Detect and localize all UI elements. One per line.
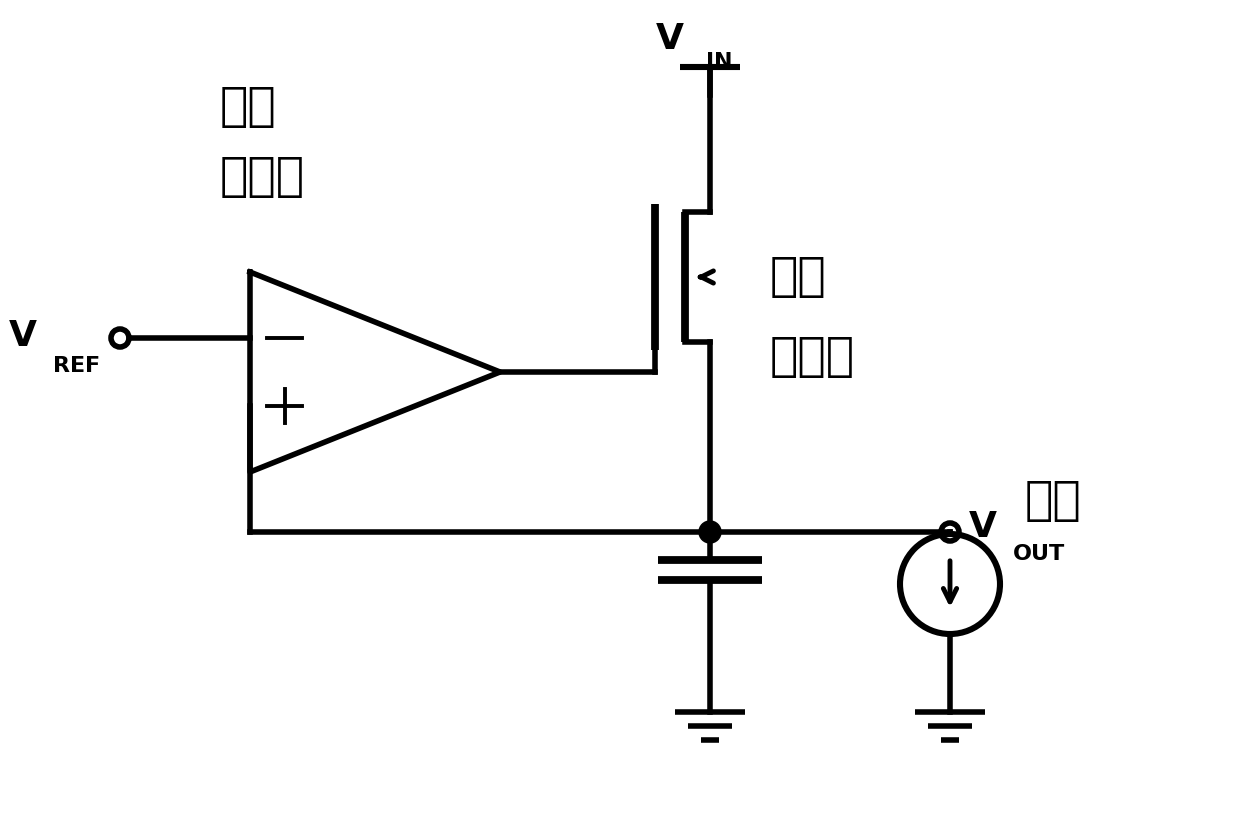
Text: $\mathbf{V}$: $\mathbf{V}$ [968,510,998,544]
Text: 输出: 输出 [770,255,827,300]
Text: $\mathbf{OUT}$: $\mathbf{OUT}$ [1012,543,1066,565]
Text: 功率管: 功率管 [770,334,856,379]
Text: $\mathbf{IN}$: $\mathbf{IN}$ [706,51,732,73]
Text: 负载: 负载 [1025,479,1081,524]
Text: 放大器: 放大器 [219,155,305,200]
Circle shape [699,521,720,543]
Text: 误差: 误差 [219,85,277,130]
Text: $\mathbf{REF}$: $\mathbf{REF}$ [52,355,99,377]
Text: $\mathbf{V}$: $\mathbf{V}$ [7,319,37,353]
Text: $\mathbf{V}$: $\mathbf{V}$ [655,22,684,56]
